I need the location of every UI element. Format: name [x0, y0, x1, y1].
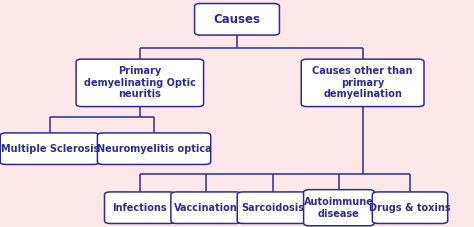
FancyBboxPatch shape — [98, 133, 210, 164]
Text: Autoimmune
disease: Autoimmune disease — [304, 197, 374, 219]
Text: Multiple Sclerosis: Multiple Sclerosis — [0, 144, 99, 154]
FancyBboxPatch shape — [373, 192, 447, 223]
FancyBboxPatch shape — [301, 59, 424, 107]
FancyBboxPatch shape — [104, 192, 175, 223]
Text: Drugs & toxins: Drugs & toxins — [369, 203, 451, 213]
FancyBboxPatch shape — [76, 59, 203, 107]
Text: Neuromyelitis optica: Neuromyelitis optica — [97, 144, 211, 154]
FancyBboxPatch shape — [171, 192, 241, 223]
FancyBboxPatch shape — [303, 190, 374, 226]
Text: Causes other than
primary
demyelination: Causes other than primary demyelination — [312, 66, 413, 99]
Text: Causes: Causes — [213, 13, 261, 26]
Text: Primary
demyelinating Optic
neuritis: Primary demyelinating Optic neuritis — [84, 66, 196, 99]
FancyBboxPatch shape — [237, 192, 308, 223]
Text: Vaccination: Vaccination — [174, 203, 238, 213]
FancyBboxPatch shape — [0, 133, 99, 164]
FancyBboxPatch shape — [194, 3, 279, 35]
Text: Sarcoidosis: Sarcoidosis — [241, 203, 304, 213]
Text: Infections: Infections — [112, 203, 167, 213]
